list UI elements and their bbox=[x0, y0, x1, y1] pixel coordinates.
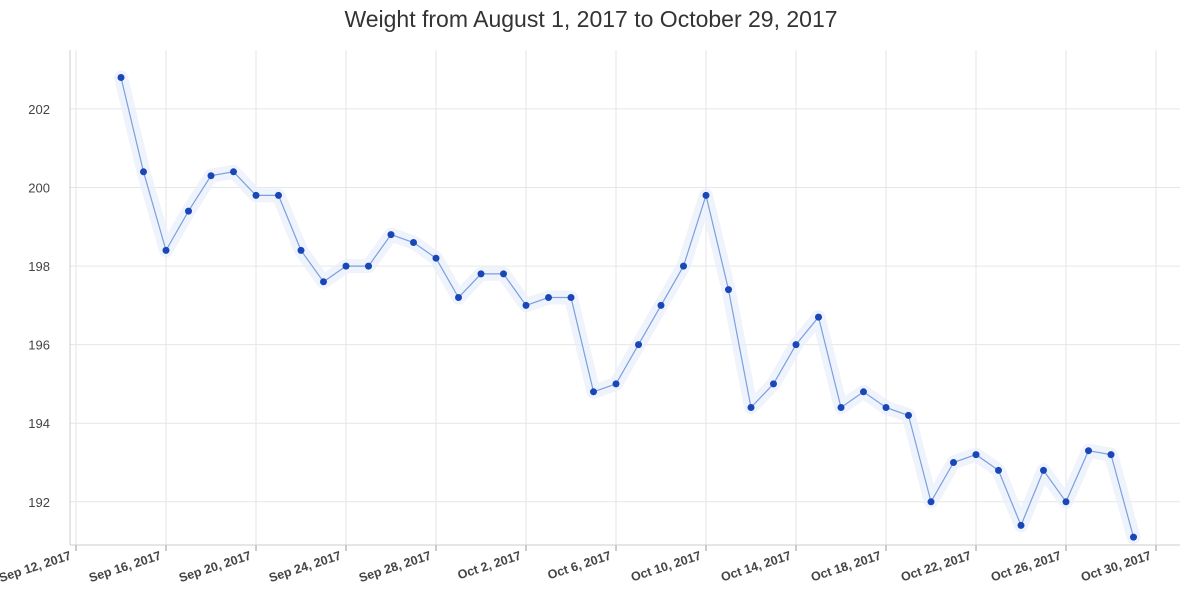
data-point bbox=[995, 466, 1002, 474]
grid bbox=[70, 50, 1180, 545]
data-point bbox=[432, 254, 440, 262]
data-point bbox=[117, 74, 125, 81]
x-tick-label: Sep 20, 2017 bbox=[177, 549, 253, 586]
x-tick-label: Sep 12, 2017 bbox=[0, 549, 73, 586]
data-point bbox=[500, 270, 507, 278]
data-point bbox=[365, 262, 372, 270]
series-line-path bbox=[120, 77, 1135, 538]
data-point bbox=[545, 294, 552, 301]
x-tick-label: Sep 24, 2017 bbox=[267, 549, 343, 586]
series-line bbox=[120, 77, 1135, 538]
y-tick-label: 200 bbox=[28, 181, 50, 196]
data-point bbox=[950, 459, 957, 466]
data-point bbox=[185, 207, 192, 215]
data-point bbox=[387, 231, 395, 239]
data-point bbox=[612, 380, 620, 388]
data-point bbox=[252, 191, 260, 199]
data-point bbox=[882, 404, 890, 411]
data-point bbox=[792, 341, 800, 349]
data-point bbox=[1130, 533, 1137, 541]
y-tick-label: 196 bbox=[28, 338, 50, 353]
y-tick-label: 194 bbox=[28, 416, 50, 431]
data-point bbox=[972, 451, 980, 459]
x-tick-label: Oct 22, 2017 bbox=[899, 549, 973, 585]
data-point bbox=[905, 411, 912, 419]
data-point bbox=[1085, 447, 1092, 455]
data-point bbox=[207, 172, 215, 180]
data-point bbox=[1017, 521, 1025, 529]
data-point bbox=[455, 294, 462, 301]
data-point bbox=[162, 246, 170, 254]
data-point bbox=[230, 168, 237, 176]
data-point bbox=[567, 294, 575, 301]
data-point bbox=[342, 262, 350, 270]
y-tick-label: 198 bbox=[28, 259, 50, 274]
data-point bbox=[747, 404, 755, 411]
data-point bbox=[590, 388, 597, 396]
data-point bbox=[680, 262, 687, 270]
data-point bbox=[927, 498, 935, 506]
data-point bbox=[297, 246, 305, 254]
data-point bbox=[275, 191, 282, 199]
axes bbox=[69, 50, 1180, 551]
x-tick-label: Oct 18, 2017 bbox=[809, 549, 883, 585]
data-point bbox=[410, 239, 417, 246]
x-tick-label: Sep 16, 2017 bbox=[87, 549, 163, 586]
data-point bbox=[702, 191, 710, 199]
data-point bbox=[815, 313, 822, 321]
data-point bbox=[657, 301, 665, 309]
y-tick-label: 202 bbox=[28, 102, 50, 117]
x-tick-label: Oct 2, 2017 bbox=[456, 549, 523, 583]
data-point bbox=[522, 301, 530, 309]
x-tick-label: Oct 30, 2017 bbox=[1079, 549, 1153, 585]
x-tick-label: Oct 14, 2017 bbox=[719, 549, 793, 585]
data-point bbox=[837, 404, 845, 411]
data-point bbox=[320, 278, 327, 286]
chart-title: Weight from August 1, 2017 to October 29… bbox=[344, 6, 838, 32]
data-point bbox=[725, 286, 732, 294]
data-point bbox=[1062, 498, 1070, 506]
data-point bbox=[770, 380, 777, 388]
series-points bbox=[117, 74, 1137, 541]
x-tick-label: Oct 10, 2017 bbox=[629, 549, 703, 585]
data-point bbox=[140, 168, 147, 176]
data-point bbox=[635, 341, 642, 349]
x-tick-label: Oct 26, 2017 bbox=[989, 549, 1063, 585]
x-tick-label: Sep 28, 2017 bbox=[357, 549, 433, 586]
data-point bbox=[1040, 466, 1047, 474]
data-point bbox=[477, 270, 485, 278]
x-tick-label: Oct 6, 2017 bbox=[546, 549, 613, 583]
y-tick-labels: 192 194 196 198 200 202 bbox=[28, 102, 50, 510]
data-point bbox=[1107, 451, 1115, 459]
y-tick-label: 192 bbox=[28, 495, 50, 510]
series-band-path bbox=[114, 70, 1141, 545]
series-band bbox=[114, 70, 1141, 545]
data-point bbox=[860, 388, 867, 396]
x-tick-labels: Sep 12, 2017 Sep 16, 2017 Sep 20, 2017 Sep … bbox=[0, 549, 1153, 586]
